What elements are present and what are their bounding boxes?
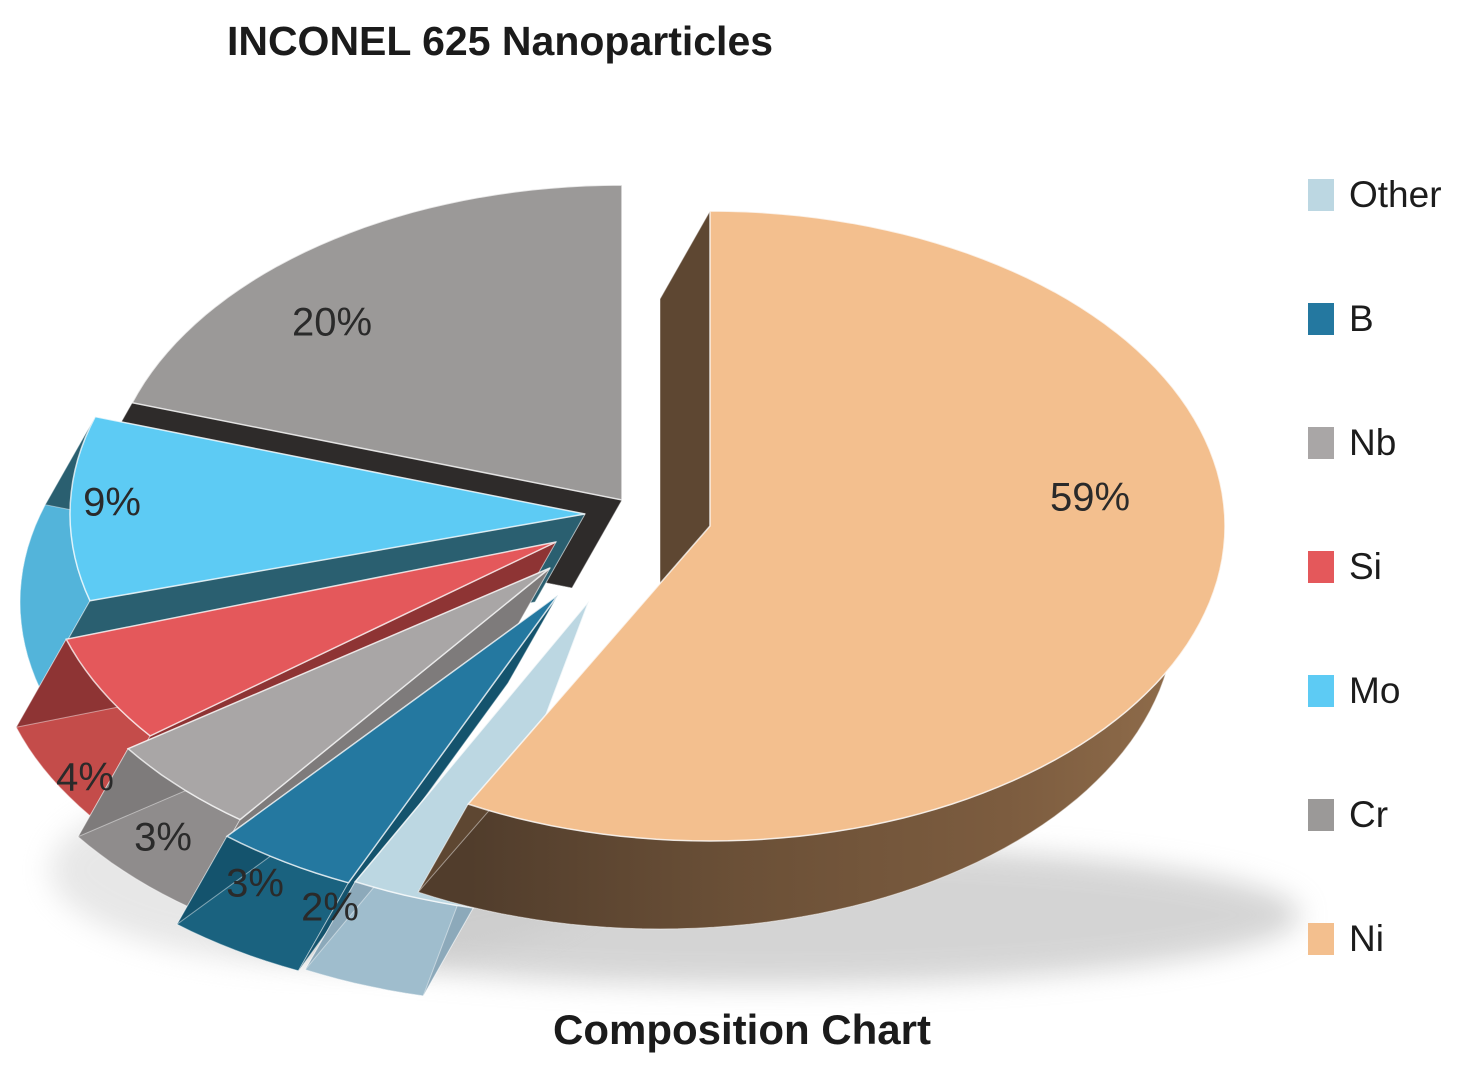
legend-swatch-ni [1308,923,1334,955]
legend-label-mo: Mo [1349,670,1401,711]
slice-label-ni: 59% [1050,476,1130,520]
legend-label-cr: Cr [1349,794,1389,835]
legend-item-ni: Ni [1308,920,1442,958]
legend-swatch-mo [1308,675,1334,707]
legend-swatch-other [1308,179,1334,211]
legend-label-ni: Ni [1349,918,1384,959]
legend-item-mo: Mo [1308,672,1442,710]
legend-item-si: Si [1308,548,1442,586]
legend-item-nb: Nb [1308,424,1442,462]
slice-label-b: 3% [226,862,284,906]
legend-item-other: Other [1308,176,1442,214]
chart-legend: Other B Nb Si Mo Cr Ni [1308,176,1442,958]
legend-swatch-cr [1308,799,1334,831]
slice-label-cr: 20% [292,301,372,345]
legend-swatch-nb [1308,427,1334,459]
pie-slice-ni [417,209,1226,930]
chart-title: INCONEL 625 Nanoparticles [226,18,774,64]
legend-swatch-si [1308,551,1334,583]
slice-label-mo: 9% [83,481,141,525]
slice-label-si: 4% [56,756,114,800]
legend-label-other: Other [1349,174,1442,215]
legend-swatch-b [1308,303,1334,335]
legend-label-si: Si [1349,546,1382,587]
legend-item-b: B [1308,300,1442,338]
slice-label-nb: 3% [134,816,192,860]
legend-item-cr: Cr [1308,796,1442,834]
legend-label-b: B [1349,298,1374,339]
slice-label-other: 2% [301,886,359,930]
legend-label-nb: Nb [1349,422,1397,463]
chart-caption: Composition Chart [553,1006,931,1053]
